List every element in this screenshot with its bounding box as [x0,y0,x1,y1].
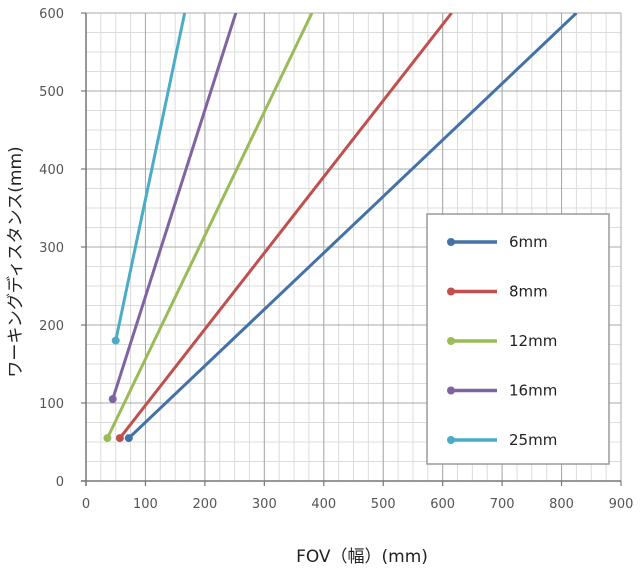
series-line-25mm [114,13,187,341]
x-tick-label: 0 [82,497,90,512]
x-tick-label: 700 [490,497,515,512]
legend-marker-8mm [447,287,455,296]
y-tick-label: 100 [39,397,64,412]
x-tick-label: 400 [311,497,336,512]
x-tick-labels: 0 100 200 300 400 500 600 700 800 900 [82,497,634,512]
series-line-16mm [111,13,238,400]
legend-label-16mm: 16mm [509,382,557,400]
series-line-12mm [106,13,314,439]
series-start-point-6mm [124,434,133,443]
x-tick-label: 800 [549,497,574,512]
legend-marker-12mm [447,337,455,345]
axes [81,12,622,486]
x-tick-label: 600 [430,497,455,512]
y-tick-labels: 0 100 200 300 400 500 600 [39,7,64,490]
series-lines [103,13,578,443]
x-tick-label: 500 [371,497,396,512]
legend-label-8mm: 8mm [509,283,548,301]
series-start-point-12mm [103,434,112,443]
legend-marker-16mm [447,386,455,395]
y-tick-label: 600 [39,7,64,22]
x-tick-label: 300 [252,497,277,512]
legend-marker-6mm [447,238,455,246]
x-tick-label: 900 [609,497,634,512]
y-tick-label: 300 [39,241,64,256]
x-tick-label: 100 [133,497,158,512]
legend: 6mm 8mm 12mm 16mm 25mm [426,213,610,465]
legend-box [426,213,610,465]
x-tick-label: 200 [192,497,217,512]
y-axis-label: ワーキングディスタンス(mm) [5,146,26,377]
series-start-point-8mm [115,434,124,443]
y-tick-label: 500 [39,85,64,100]
legend-label-12mm: 12mm [509,332,557,350]
y-tick-label: 400 [39,163,64,178]
series-start-point-25mm [111,336,120,345]
series-start-point-16mm [108,395,117,404]
legend-label-25mm: 25mm [509,431,557,449]
legend-marker-25mm [447,436,455,444]
legend-label-6mm: 6mm [509,233,548,251]
y-tick-label: 200 [39,319,64,334]
series-line-6mm [127,13,578,440]
series-line-8mm [118,13,453,440]
y-tick-label: 0 [56,475,64,490]
x-axis-label: FOV（幅）(mm) [296,547,428,567]
